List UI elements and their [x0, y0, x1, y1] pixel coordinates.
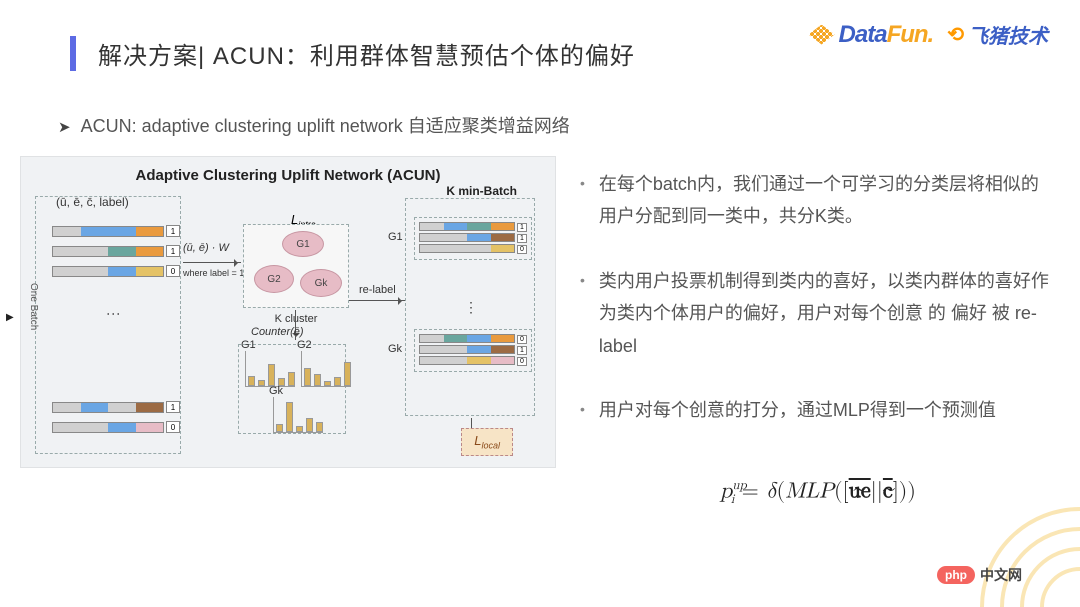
cluster-ellipse: G1	[282, 231, 324, 257]
bullet-dot-icon: •	[580, 168, 585, 233]
histogram	[273, 397, 323, 433]
histogram-label: G1	[241, 339, 256, 351]
mini-group-label: Gk	[388, 343, 402, 355]
histogram-label: Gk	[269, 385, 283, 397]
mini-group-label: G1	[388, 231, 403, 243]
datafun-logo: DataFun.	[809, 21, 934, 49]
feizhu-icon: ⟲	[947, 22, 964, 47]
bullet-dot-icon: •	[580, 394, 585, 426]
relabel-text: re-label	[359, 284, 396, 296]
formula: pupi = δ(MLP([~ue||~c]))	[720, 478, 916, 508]
mini-batch-group: 010	[414, 329, 532, 372]
corner-decoration	[910, 487, 1080, 607]
arrow-w-top: (ū, ē) · W	[183, 242, 229, 254]
datafun-text: DataFun.	[839, 21, 934, 49]
histogram-label: G2	[297, 339, 312, 351]
php-watermark: php 中文网	[937, 565, 1022, 585]
chevron-right-icon: ➤	[58, 119, 71, 136]
datafun-dots-icon	[809, 25, 835, 45]
k-cluster-label: K cluster	[244, 313, 348, 325]
histogram	[301, 351, 351, 387]
cluster-ellipse: Gk	[300, 269, 342, 297]
php-pill: php	[937, 566, 975, 584]
bullet-item: • 类内用户投票机制得到类内的喜好，以类内群体的喜好作为类内个体用户的偏好，用户…	[580, 265, 1050, 362]
k-cluster-box: G1G2Gk K cluster	[243, 224, 349, 308]
bullet-text: 在每个batch内，我们通过一个可学习的分类层将相似的用户分配到同一类中，共分K…	[599, 168, 1050, 233]
subtitle: ➤ ACUN: adaptive clustering uplift netwo…	[58, 112, 570, 138]
bullet-item: • 在每个batch内，我们通过一个可学习的分类层将相似的用户分配到同一类中，共…	[580, 168, 1050, 233]
corner-logos: DataFun. ⟲ 飞猪技术	[809, 20, 1048, 49]
feizhu-logo: ⟲ 飞猪技术	[947, 20, 1048, 49]
bullet-item: • 用户对每个创意的打分，通过MLP得到一个预测值	[580, 394, 1050, 426]
batch-row: 0	[52, 421, 180, 433]
kmin-batch-box: G1110Gk010 ⋮	[405, 198, 535, 416]
one-batch-box: One Batch (ū, ē, c̄, label) 11010 ⋮	[35, 196, 181, 454]
subtitle-text: ACUN: adaptive clustering uplift network…	[81, 116, 570, 136]
l-local: Llocal	[461, 428, 513, 456]
bullet-text: 用户对每个创意的打分，通过MLP得到一个预测值	[599, 394, 996, 426]
acun-diagram: Adaptive Clustering Uplift Network (ACUN…	[20, 156, 556, 468]
histogram	[245, 351, 295, 387]
play-marker-icon: ▶	[6, 312, 14, 323]
diagram-body: One Batch (ū, ē, c̄, label) 11010 ⋮ (ū, …	[33, 192, 543, 460]
cluster-ellipse: G2	[254, 265, 294, 293]
php-cn: 中文网	[980, 565, 1022, 585]
mini-batch-group: 110	[414, 217, 532, 260]
batch-row: 1	[52, 245, 180, 257]
batch-tuple: (ū, ē, c̄, label)	[56, 195, 129, 209]
diagram-title: Adaptive Clustering Uplift Network (ACUN…	[33, 167, 543, 184]
batch-row: 1	[52, 401, 180, 413]
title-block: 解决方案| ACUN：利用群体智慧预估个体的偏好	[70, 36, 635, 71]
bullet-dot-icon: •	[580, 265, 585, 362]
histogram-group: G1G2Gk	[238, 344, 346, 434]
feizhu-text: 飞猪技术	[968, 20, 1048, 49]
bullet-list: • 在每个batch内，我们通过一个可学习的分类层将相似的用户分配到同一类中，共…	[580, 168, 1050, 458]
kmin-title: K min-Batch	[446, 184, 517, 198]
batch-row: 1	[52, 225, 180, 237]
page-title: 解决方案| ACUN：利用群体智慧预估个体的偏好	[98, 36, 635, 71]
arrow-w-bot: where label = 1	[183, 268, 244, 278]
one-batch-label: One Batch	[28, 283, 39, 330]
vdots-icon: ⋮	[106, 307, 122, 323]
bullet-text: 类内用户投票机制得到类内的喜好，以类内群体的喜好作为类内个体用户的偏好，用户对每…	[599, 265, 1050, 362]
vdots-icon: ⋮	[464, 299, 480, 316]
counter-label: Counter(ē)	[251, 326, 304, 338]
batch-row: 0	[52, 265, 180, 277]
